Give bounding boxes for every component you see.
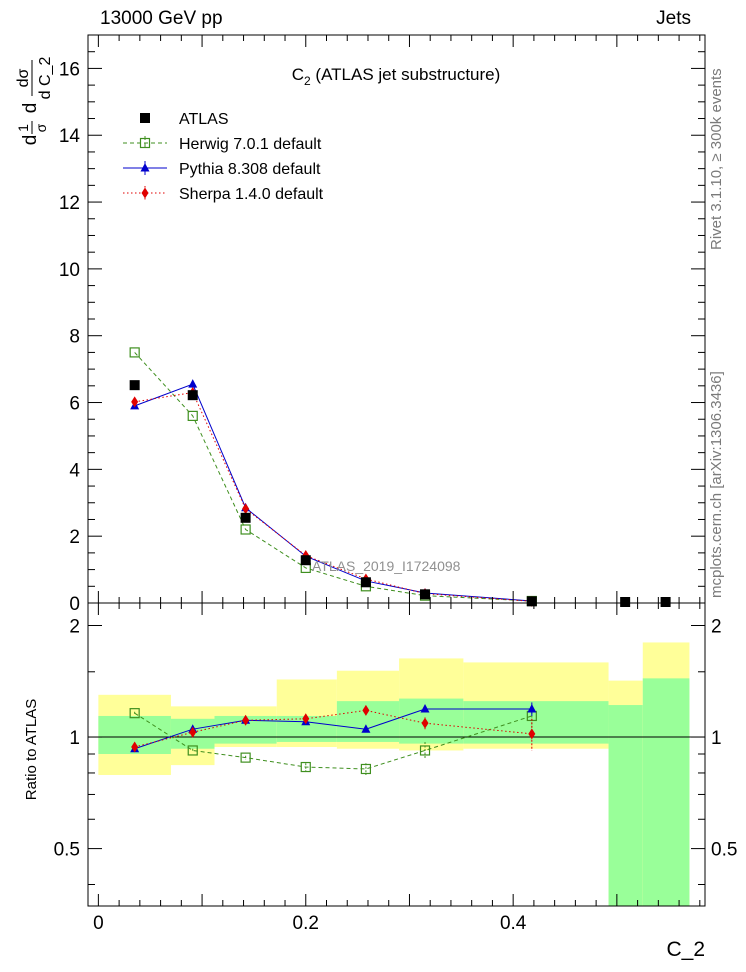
atlas-point-7	[620, 597, 631, 607]
legend-marker-0	[140, 113, 150, 123]
x-axis-label: C_2	[666, 938, 705, 961]
ratio-point-2-5	[421, 717, 429, 729]
chart-title-sub: 2	[304, 74, 311, 88]
y-tick-label-main-7: 14	[59, 126, 81, 147]
y-tick-label-main-3: 6	[69, 394, 80, 415]
y-label-sigma: σ	[33, 123, 49, 132]
y-label-dsigma: dσ	[15, 68, 32, 87]
legend-label-0: ATLAS	[179, 111, 229, 128]
y-tick-label-ratio-0: 0.5	[54, 840, 80, 861]
legend-label-1: Herwig 7.0.1 default	[179, 136, 322, 153]
atlas-point-5	[420, 589, 431, 600]
y-tick-label-main-6: 12	[59, 193, 80, 214]
ratio-band-green-6	[463, 701, 609, 744]
legend-label-3: Sherpa 1.4.0 default	[179, 186, 324, 203]
atlas-point-6	[526, 596, 537, 607]
y-tick-label-ratio-2: 2	[69, 616, 80, 637]
ratio-bands	[98, 642, 690, 906]
ratio-band-green-5	[399, 698, 464, 744]
main-point-2-2	[242, 503, 250, 515]
chart-title: C2 (ATLAS jet substructure)	[292, 65, 501, 88]
ratio-point-0-3	[300, 761, 311, 773]
y-label-d2: d	[20, 103, 41, 114]
y-tick-label-ratio-1: 1	[69, 728, 80, 749]
header-category: Jets	[656, 8, 691, 29]
main-series	[129, 347, 671, 607]
y-tick-label-ratio-right-1: 1	[711, 728, 722, 749]
ratio-point-1-5	[420, 704, 430, 713]
watermark: ATLAS_2019_I1724098	[312, 558, 461, 574]
y-label-one: 1	[15, 124, 31, 132]
atlas-point-3	[300, 555, 311, 566]
main-point-1-1	[188, 379, 198, 388]
ratio-point-2-4	[362, 704, 370, 716]
y-tick-label-main-4: 8	[69, 327, 80, 348]
legend-label-2: Pythia 8.308 default	[179, 161, 321, 178]
y-tick-label-ratio-right-2: 2	[711, 616, 722, 637]
ratio-point-2-2	[242, 714, 250, 726]
legend: ATLAS Herwig 7.0.1 default Pythia 8.308 de…	[123, 111, 324, 203]
ratio-point-0-4	[360, 763, 372, 775]
atlas-point-2	[240, 512, 251, 523]
legend-marker-2	[140, 163, 150, 172]
ratio-point-0-2	[240, 752, 251, 763]
y-tick-label-main-5: 10	[59, 260, 80, 281]
y-tick-label-ratio-right-0: 0.5	[711, 840, 737, 861]
y-label-dc2: d C_2	[37, 57, 54, 100]
legend-marker-3	[141, 187, 149, 199]
y-tick-label-main-0: 0	[69, 594, 80, 615]
y-axis-label-main: d 1 σd dσ d C_2	[15, 57, 54, 146]
main-point-0-0	[129, 347, 140, 358]
ratio-point-0-0	[129, 708, 140, 719]
ratio-band-green-8	[642, 678, 690, 906]
ratio-point-1-4	[361, 724, 371, 733]
atlas-point-4	[360, 577, 371, 588]
chart-title-rest: (ATLAS jet substructure)	[311, 65, 501, 84]
ratio-point-0-1	[187, 745, 198, 756]
x-tick-label-0: 0	[93, 913, 104, 934]
legend-marker-1	[139, 137, 151, 149]
main-point-2-0	[131, 396, 139, 408]
atlas-point-8	[660, 597, 671, 607]
ratio-point-2-0	[131, 741, 139, 753]
ratio-point-2-3	[302, 713, 310, 725]
ratio-point-2-1	[189, 726, 197, 738]
ratio-point-0-5	[419, 745, 431, 756]
main-line-0	[134, 352, 532, 602]
main-point-0-1	[187, 410, 198, 421]
x-tick-label-2: 0.4	[500, 913, 527, 934]
y-tick-label-main-2: 4	[69, 460, 80, 481]
y-axis-label-ratio: Ratio to ATLAS	[23, 699, 40, 800]
chart-title-main: C	[292, 65, 304, 84]
atlas-point-0	[129, 380, 140, 391]
y-tick-label-main-1: 2	[69, 527, 80, 548]
y-label-d1: d	[20, 135, 41, 146]
axis-ticks	[88, 34, 705, 906]
atlas-point-1	[187, 390, 198, 401]
y-tick-label-main-8: 16	[59, 59, 80, 80]
ratio-point-2-6	[528, 728, 536, 740]
ratio-series	[129, 702, 537, 775]
x-tick-label-1: 0.2	[293, 913, 319, 934]
main-point-0-2	[240, 524, 251, 535]
ratio-point-1-6	[527, 704, 537, 713]
ratio-band-green-7	[608, 705, 643, 906]
header-process: 13000 GeV pp	[100, 8, 223, 29]
